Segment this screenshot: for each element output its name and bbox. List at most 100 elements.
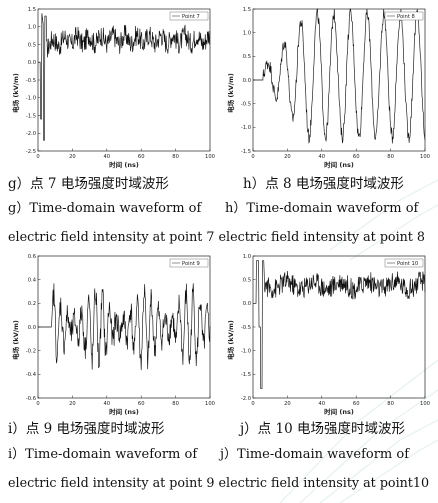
chart-panel-i: 电场 (kV/m) 0.6 0.4 0.2 0.0 -0.2 -0.4 -0.6 0 20 40… [10, 250, 215, 420]
caption-i-english: i）Time-domain waveform of [8, 447, 198, 462]
legend-label: Point 10 [397, 261, 418, 267]
series-line-point-8 [253, 8, 426, 144]
x-tick-label: 60 [138, 154, 145, 160]
y-tick-label: -2.5 [26, 149, 36, 155]
x-tick-label: 60 [138, 401, 145, 407]
y-tick-label: -1.5 [241, 149, 251, 155]
caption-g-chinese: g）点 7 电场强度时域波形 [8, 176, 169, 192]
legend-label: Point 8 [397, 14, 415, 20]
y-tick-label: 1.0 [243, 30, 251, 36]
series-line-point-10 [253, 260, 426, 389]
series-line-point-9 [38, 283, 211, 371]
y-tick-label: 0.5 [243, 54, 251, 60]
y-tick-label: -0.5 [241, 325, 251, 331]
y-tick-label: 0.0 [243, 78, 251, 84]
chart-h: 电场 (kV/m) 1.5 1.0 0.5 0.0 -0.5 -1.0 -1.5 0 20 40… [226, 7, 430, 169]
x-axis-label: 时间 (ns) [109, 407, 139, 416]
plot-frame [37, 8, 211, 152]
chart-panel-j: 电场 (kV/m) 1.0 0.5 0.0 -0.5 -1.0 -1.5 -2.0 0 20 4… [225, 250, 430, 420]
y-tick-label: 0.0 [28, 325, 36, 331]
y-tick-label: -0.5 [241, 101, 251, 107]
y-tick-label: 0.5 [28, 42, 36, 48]
x-tick-label: 40 [103, 401, 110, 407]
caption-h-chinese: h）点 8 电场强度时域波形 [243, 176, 404, 192]
x-tick-label: 20 [69, 401, 76, 407]
x-tick-label: 20 [69, 154, 76, 160]
y-axis-label: 电场 (kV/m) [226, 320, 235, 360]
x-tick-label: 20 [284, 154, 291, 160]
x-tick-label: 0 [251, 154, 254, 160]
y-tick-label: -1.0 [241, 125, 251, 131]
x-tick-label: 100 [420, 401, 430, 407]
x-ticks: 0 20 40 60 80 100 [251, 148, 430, 160]
x-tick-label: 0 [36, 154, 39, 160]
caption-g-english: g）Time-domain waveform of [8, 201, 202, 216]
x-tick-label: 40 [318, 401, 325, 407]
x-axis-label: 时间 (ns) [109, 160, 139, 169]
x-tick-label: 0 [251, 401, 254, 407]
x-tick-label: 80 [387, 401, 394, 407]
y-tick-label: 1.5 [28, 7, 36, 13]
x-axis-label: 时间 (ns) [324, 160, 354, 169]
y-tick-label: 1.0 [243, 254, 251, 260]
y-tick-label: -1.5 [26, 113, 36, 119]
y-axis-label: 电场 (kV/m) [226, 73, 235, 113]
caption-row2-line2: electric field intensity at point 9 elec… [8, 475, 430, 490]
y-tick-label: 0.0 [28, 60, 36, 66]
x-tick-label: 60 [353, 154, 360, 160]
caption-j-english: j）Time-domain waveform of [220, 447, 410, 462]
y-ticks: 1.5 1.0 0.5 0.0 -0.5 -1.0 -1.5 -2.0 -2.5 [26, 7, 41, 155]
y-tick-label: 0.4 [28, 277, 37, 283]
y-tick-label: 0.2 [28, 301, 36, 307]
chart-j: 电场 (kV/m) 1.0 0.5 0.0 -0.5 -1.0 -1.5 -2.0 0 20 4… [226, 254, 430, 416]
legend-box [169, 11, 209, 21]
y-tick-label: 1.0 [28, 25, 36, 31]
caption-i-chinese: i）点 9 电场强度时域波形 [8, 421, 165, 437]
y-tick-label: 1.5 [243, 7, 251, 13]
legend-label: Point 7 [182, 14, 200, 20]
legend-box [384, 11, 424, 21]
x-tick-label: 40 [103, 154, 110, 160]
y-tick-label: -0.2 [26, 348, 36, 354]
y-tick-label: 0.0 [243, 301, 251, 307]
x-tick-label: 100 [420, 154, 430, 160]
x-ticks: 0 20 40 60 80 100 [36, 148, 215, 160]
x-tick-label: 60 [353, 401, 360, 407]
caption-row1-line2: electric field intensity at point 7 elec… [8, 229, 426, 244]
plot-frame [252, 8, 426, 152]
chart-panel-g: 电场 (kV/m) 1.5 1.0 0.5 0.0 -0.5 -1.0 -1.5 -2.0 -2… [10, 3, 215, 173]
legend-box [384, 258, 424, 268]
x-tick-label: 40 [318, 154, 325, 160]
x-axis-label: 时间 (ns) [324, 407, 354, 416]
x-tick-label: 100 [205, 154, 215, 160]
x-ticks: 0 20 40 60 80 100 [36, 395, 215, 407]
y-tick-label: 0.5 [243, 277, 251, 283]
y-tick-label: -2.0 [26, 131, 36, 137]
x-tick-label: 100 [205, 401, 215, 407]
chart-i: 电场 (kV/m) 0.6 0.4 0.2 0.0 -0.2 -0.4 -0.6 0 20 40… [11, 254, 215, 416]
y-tick-label: -1.0 [26, 96, 36, 102]
legend-box [169, 258, 209, 268]
y-tick-label: -2.0 [241, 396, 251, 402]
chart-panel-h: 电场 (kV/m) 1.5 1.0 0.5 0.0 -0.5 -1.0 -1.5 0 20 40… [225, 3, 430, 173]
y-tick-label: -1.5 [241, 372, 251, 378]
y-tick-label: 0.6 [28, 254, 36, 260]
x-tick-label: 0 [36, 401, 39, 407]
x-tick-label: 80 [387, 154, 394, 160]
caption-j-chinese: j）点 10 电场强度时域波形 [240, 421, 405, 437]
legend-label: Point 9 [182, 261, 200, 267]
y-axis-label: 电场 (kV/m) [11, 73, 20, 113]
x-tick-label: 80 [172, 401, 179, 407]
y-tick-label: -0.6 [26, 396, 36, 402]
chart-g: 电场 (kV/m) 1.5 1.0 0.5 0.0 -0.5 -1.0 -1.5 -2.0 -2… [11, 7, 215, 169]
caption-h-english: h）Time-domain waveform of [225, 201, 419, 216]
x-tick-label: 80 [172, 154, 179, 160]
plot-frame [252, 255, 426, 399]
y-tick-label: -0.4 [26, 372, 37, 378]
y-tick-label: -1.0 [241, 348, 251, 354]
x-tick-label: 20 [284, 401, 291, 407]
x-ticks: 0 20 40 60 80 100 [251, 395, 430, 407]
y-axis-label: 电场 (kV/m) [11, 320, 20, 360]
y-tick-label: -0.5 [26, 78, 36, 84]
series-line-point-7 [38, 13, 211, 141]
